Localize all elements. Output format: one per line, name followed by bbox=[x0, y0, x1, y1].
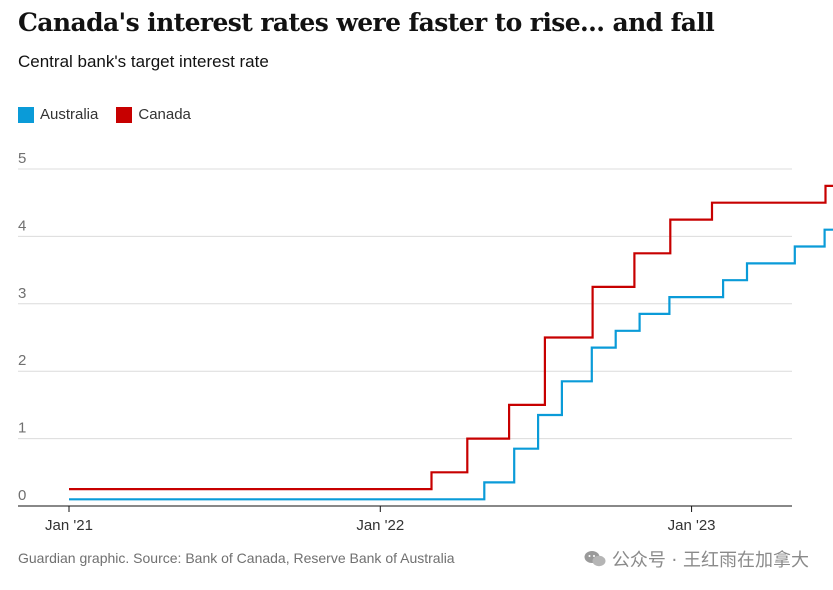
legend-item-canada: Canada bbox=[116, 106, 191, 123]
chart-subtitle: Central bank's target interest rate bbox=[18, 52, 269, 71]
x-tick-label-1: Jan '22 bbox=[356, 517, 404, 534]
y-tick-label-4: 4 bbox=[18, 217, 26, 234]
legend-swatch-canada bbox=[116, 106, 133, 123]
legend: Australia Canada bbox=[18, 106, 209, 123]
y-tick-label-2: 2 bbox=[18, 352, 26, 369]
y-tick-label-1: 1 bbox=[18, 420, 26, 437]
legend-item-australia: Australia bbox=[18, 106, 98, 123]
series-line-canada bbox=[69, 184, 833, 491]
source-note: Guardian graphic. Source: Bank of Canada… bbox=[18, 550, 455, 566]
x-tick-label-0: Jan '21 bbox=[45, 517, 93, 534]
series-line-australia bbox=[69, 228, 833, 501]
y-tick-label-3: 3 bbox=[18, 285, 26, 302]
watermark-text: 公众号 · 王红雨在加拿大 bbox=[611, 550, 809, 571]
legend-label-australia: Australia bbox=[40, 106, 99, 123]
legend-swatch-australia bbox=[18, 106, 34, 123]
legend-label-canada: Canada bbox=[138, 106, 191, 123]
wechat-icon bbox=[584, 551, 606, 567]
chart-title: Canada's interest rates were faster to r… bbox=[18, 8, 715, 37]
x-tick-label-2: Jan '23 bbox=[668, 517, 716, 534]
watermark: 公众号 · 王红雨在加拿大 bbox=[584, 546, 809, 572]
y-tick-label-0: 0 bbox=[18, 487, 26, 504]
y-tick-label-5: 5 bbox=[18, 150, 26, 167]
